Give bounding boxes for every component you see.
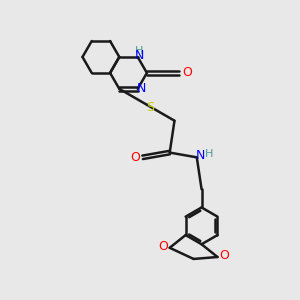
Text: O: O — [131, 151, 140, 164]
Text: H: H — [205, 148, 213, 158]
Text: H: H — [135, 46, 143, 56]
Text: O: O — [220, 249, 230, 262]
Text: N: N — [135, 49, 144, 62]
Text: N: N — [196, 149, 205, 162]
Text: O: O — [158, 240, 168, 253]
Text: N: N — [137, 82, 146, 95]
Text: O: O — [182, 66, 192, 79]
Text: S: S — [146, 101, 154, 114]
